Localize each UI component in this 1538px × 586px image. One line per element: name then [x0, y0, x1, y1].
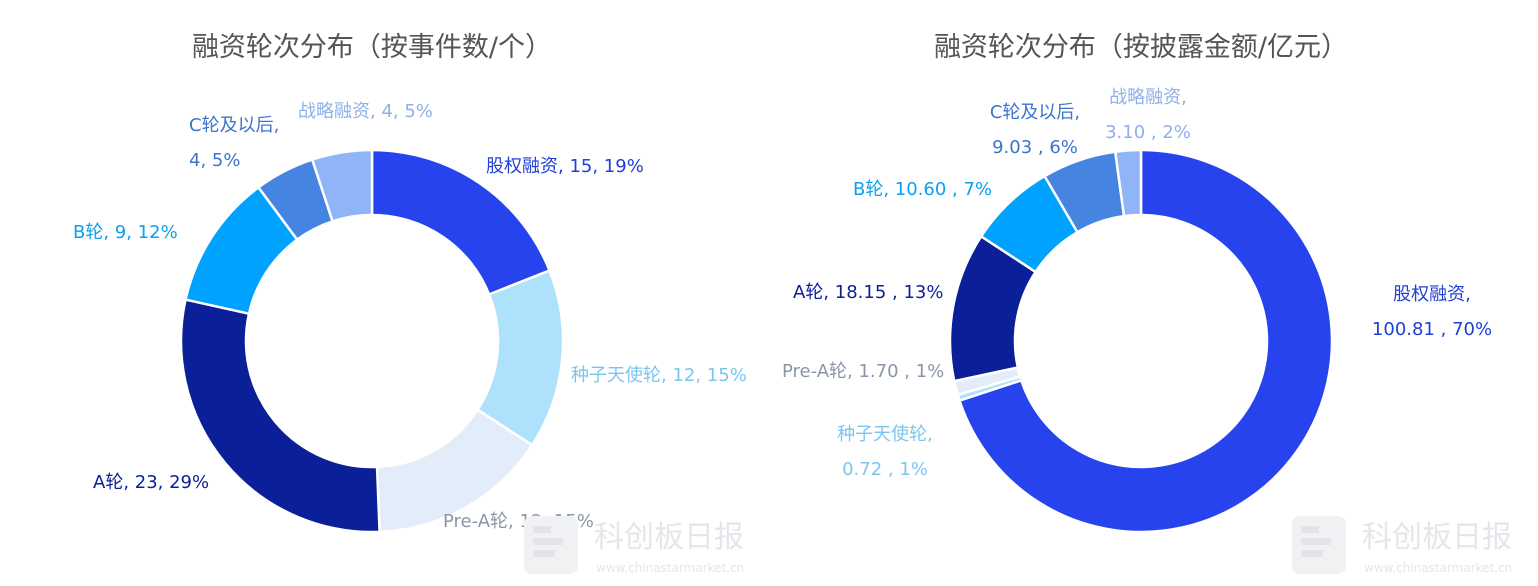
watermark-text: 科创板日报 — [594, 520, 744, 555]
donut-slices — [948, 148, 1334, 534]
watermark-url: www.chinastarmarket.cn — [596, 561, 744, 575]
slice-label: 战略融资, 3.10 , 2% — [1105, 87, 1191, 143]
donut-slices — [179, 148, 565, 534]
slice-label: 股权融资, 100.81 , 70% — [1372, 284, 1492, 340]
chart-title: 融资轮次分布（按事件数/个） — [192, 32, 552, 63]
watermark-right: 科创板日报 www.chinastarmarket.cn — [1292, 516, 1512, 575]
slice-label: 股权融资, 15, 19% — [486, 156, 644, 177]
slice-label: B轮, 10.60 , 7% — [853, 179, 992, 200]
watermark-text: 科创板日报 — [1362, 520, 1512, 555]
slice-4 — [179, 298, 381, 534]
slice-label: Pre-A轮, 1.70 , 1% — [782, 361, 944, 382]
slice-label: 战略融资, 4, 5% — [298, 101, 433, 122]
slice-7 — [310, 148, 374, 223]
slice-label: 种子天使轮, 0.72 , 1% — [837, 424, 933, 480]
chart-by-count: 融资轮次分布（按事件数/个） 股权融资, 15, 19% 种子天使轮, 12, 1… — [73, 32, 747, 534]
slice-label: A轮, 23, 29% — [93, 472, 209, 493]
chart-title: 融资轮次分布（按披露金额/亿元） — [934, 32, 1348, 63]
slice-label: C轮及以后, 9.03 , 6% — [990, 102, 1080, 158]
slice-label: 种子天使轮, 12, 15% — [571, 365, 747, 386]
watermark-logo-icon — [524, 516, 578, 574]
slice-label: C轮及以后, 4, 5% — [189, 115, 279, 171]
slice-7 — [1113, 148, 1143, 218]
chart-by-amount: 融资轮次分布（按披露金额/亿元） 股权融资, 100.81 , 70% 种子天使轮,… — [782, 32, 1492, 534]
slice-label: A轮, 18.15 , 13% — [793, 282, 943, 303]
slice-labels: 股权融资, 100.81 , 70% 种子天使轮, 0.72 , 1% Pre-A轮, … — [782, 87, 1492, 480]
slice-1 — [957, 148, 1334, 534]
slice-labels: 股权融资, 15, 19%种子天使轮, 12, 15%Pre-A轮, 12, 1… — [73, 101, 747, 532]
watermark-left: 科创板日报 www.chinastarmarket.cn — [524, 516, 744, 575]
watermark-url: www.chinastarmarket.cn — [1364, 561, 1512, 575]
watermark-logo-icon — [1292, 516, 1346, 574]
slice-label: B轮, 9, 12% — [73, 222, 178, 243]
